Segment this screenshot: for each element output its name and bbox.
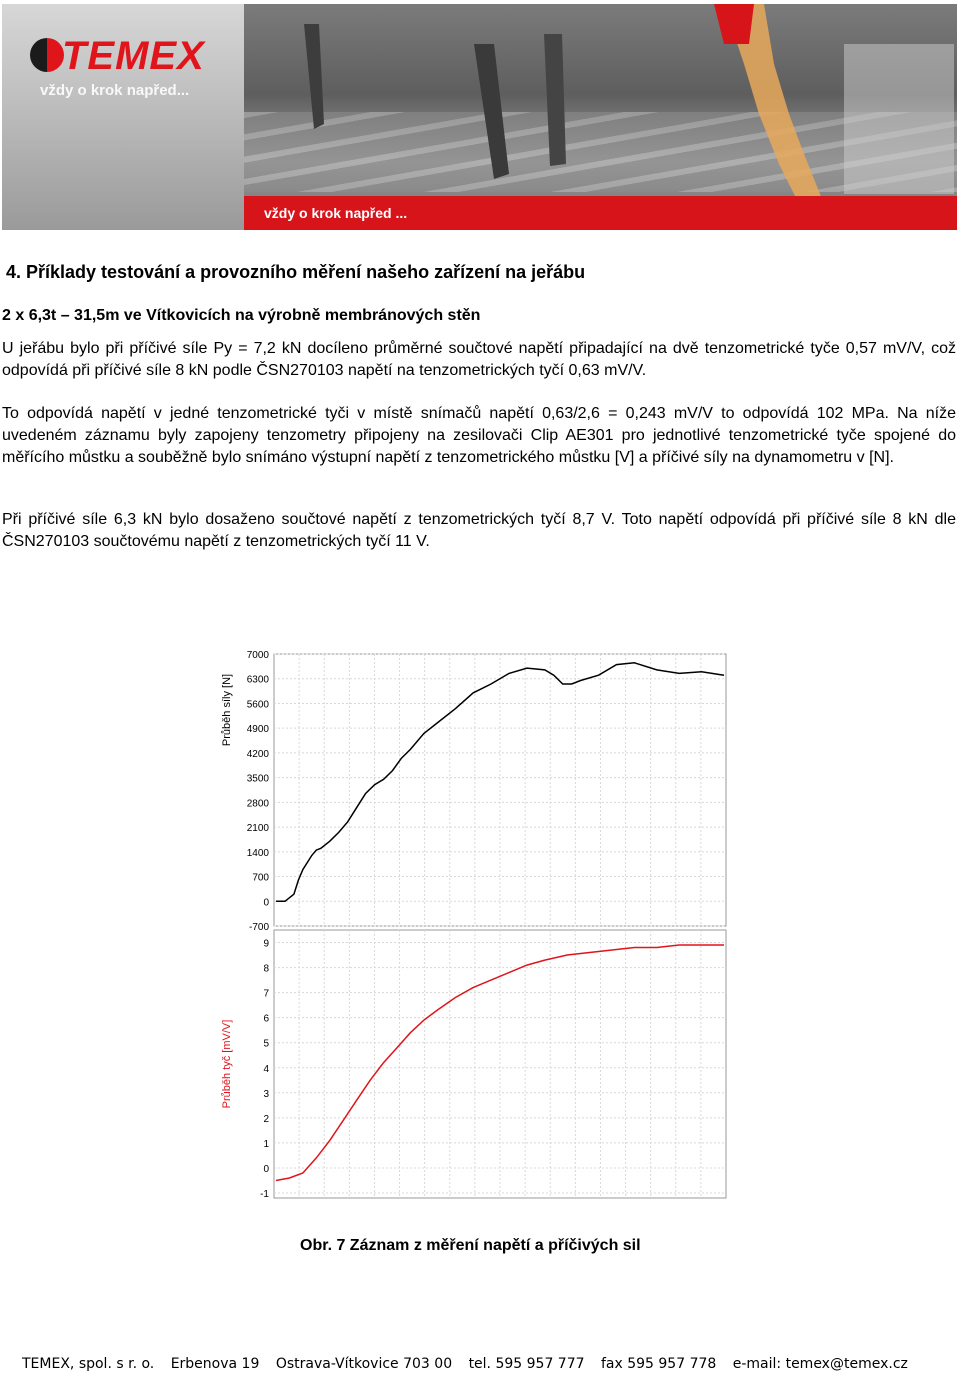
chart-tick-label: 3 bbox=[263, 1089, 269, 1100]
chart-tick-label: 2100 bbox=[247, 823, 270, 834]
chart-tick-label: 9 bbox=[263, 939, 269, 950]
footer-company: TEMEX, spol. s r. o. bbox=[22, 1356, 155, 1372]
banner-stripe-text: vždy o krok napřed ... bbox=[264, 205, 408, 221]
banner-red-stripe bbox=[244, 196, 957, 230]
chart-tick-label: 1400 bbox=[247, 848, 270, 859]
chart-axis-label: Průběh tyč [mV/V] bbox=[221, 1020, 233, 1109]
chart-tick-label: 0 bbox=[263, 897, 269, 908]
footer-tel: tel. 595 957 777 bbox=[468, 1356, 585, 1372]
chart-tick-label: 6 bbox=[263, 1014, 269, 1025]
section-title: 4. Příklady testování a provozního měřen… bbox=[6, 262, 586, 282]
measurement-chart-svg: 7000630056004900420035002800210014007000… bbox=[221, 650, 727, 1200]
chart-tick-label: 3500 bbox=[247, 774, 270, 785]
chart-tick-label: 8 bbox=[263, 964, 269, 975]
chart-series-line bbox=[276, 662, 725, 903]
temex-logo-text: TEMEX bbox=[62, 34, 205, 78]
footer-fax: fax 595 957 778 bbox=[600, 1356, 717, 1372]
chart-tick-label: -1 bbox=[260, 1189, 269, 1200]
chart-tick-label: 0 bbox=[263, 1164, 269, 1175]
chart-tick-label: 700 bbox=[252, 873, 269, 884]
chart-tick-label: 5600 bbox=[247, 699, 270, 710]
header-banner: TEMEX vždy o krok napřed... vždy o krok … bbox=[2, 4, 957, 230]
figure-caption: Obr. 7 Záznam z měření napětí a příčivýc… bbox=[300, 1237, 641, 1254]
chart-tick-label: 2800 bbox=[247, 798, 270, 809]
footer-email: e-mail: temex@temex.cz bbox=[732, 1356, 908, 1372]
chart-tick-label: 1 bbox=[263, 1139, 269, 1150]
paragraph-2: To odpovídá napětí v jedné tenzometrické… bbox=[2, 405, 956, 466]
temex-logo-icon bbox=[30, 38, 64, 72]
paragraph-1: U jeřábu bylo při příčivé síle Py = 7,2 … bbox=[2, 340, 956, 379]
chart-tick-label: 2 bbox=[263, 1114, 269, 1125]
footer: TEMEX, spol. s r. o. Erbenova 19 Ostrava… bbox=[22, 1356, 920, 1372]
banner-tagline: vždy o krok napřed... bbox=[40, 82, 190, 99]
chart-tick-label: 4 bbox=[263, 1064, 269, 1075]
footer-city: Ostrava-Vítkovice 703 00 bbox=[275, 1356, 453, 1372]
measurement-chart: 7000 6300 5600 4900 4200 3500 2800 2100 1400 700 0… bbox=[218, 648, 728, 1200]
chart-tick-label: 6300 bbox=[247, 675, 270, 686]
chart-tick-label: -700 bbox=[249, 922, 269, 933]
runner-silhouette bbox=[304, 4, 954, 224]
chart-tick-label: 7 bbox=[263, 989, 269, 1000]
chart-tick-label: 7000 bbox=[247, 650, 270, 661]
chart-tick-label: 4900 bbox=[247, 724, 270, 735]
section-subtitle: 2 x 6,3t – 31,5m ve Vítkovicích na výrob… bbox=[2, 307, 481, 324]
chart-axis-label: Průběh síly [N] bbox=[221, 674, 233, 746]
chart-tick-label: 5 bbox=[263, 1039, 269, 1050]
chart-series-line bbox=[275, 944, 724, 1182]
banner-track-texture bbox=[244, 112, 957, 192]
footer-address: Erbenova 19 bbox=[170, 1356, 260, 1372]
chart-tick-label: 4200 bbox=[247, 749, 270, 760]
paragraph-3: Při příčivé síle 6,3 kN bylo dosaženo so… bbox=[2, 511, 956, 550]
